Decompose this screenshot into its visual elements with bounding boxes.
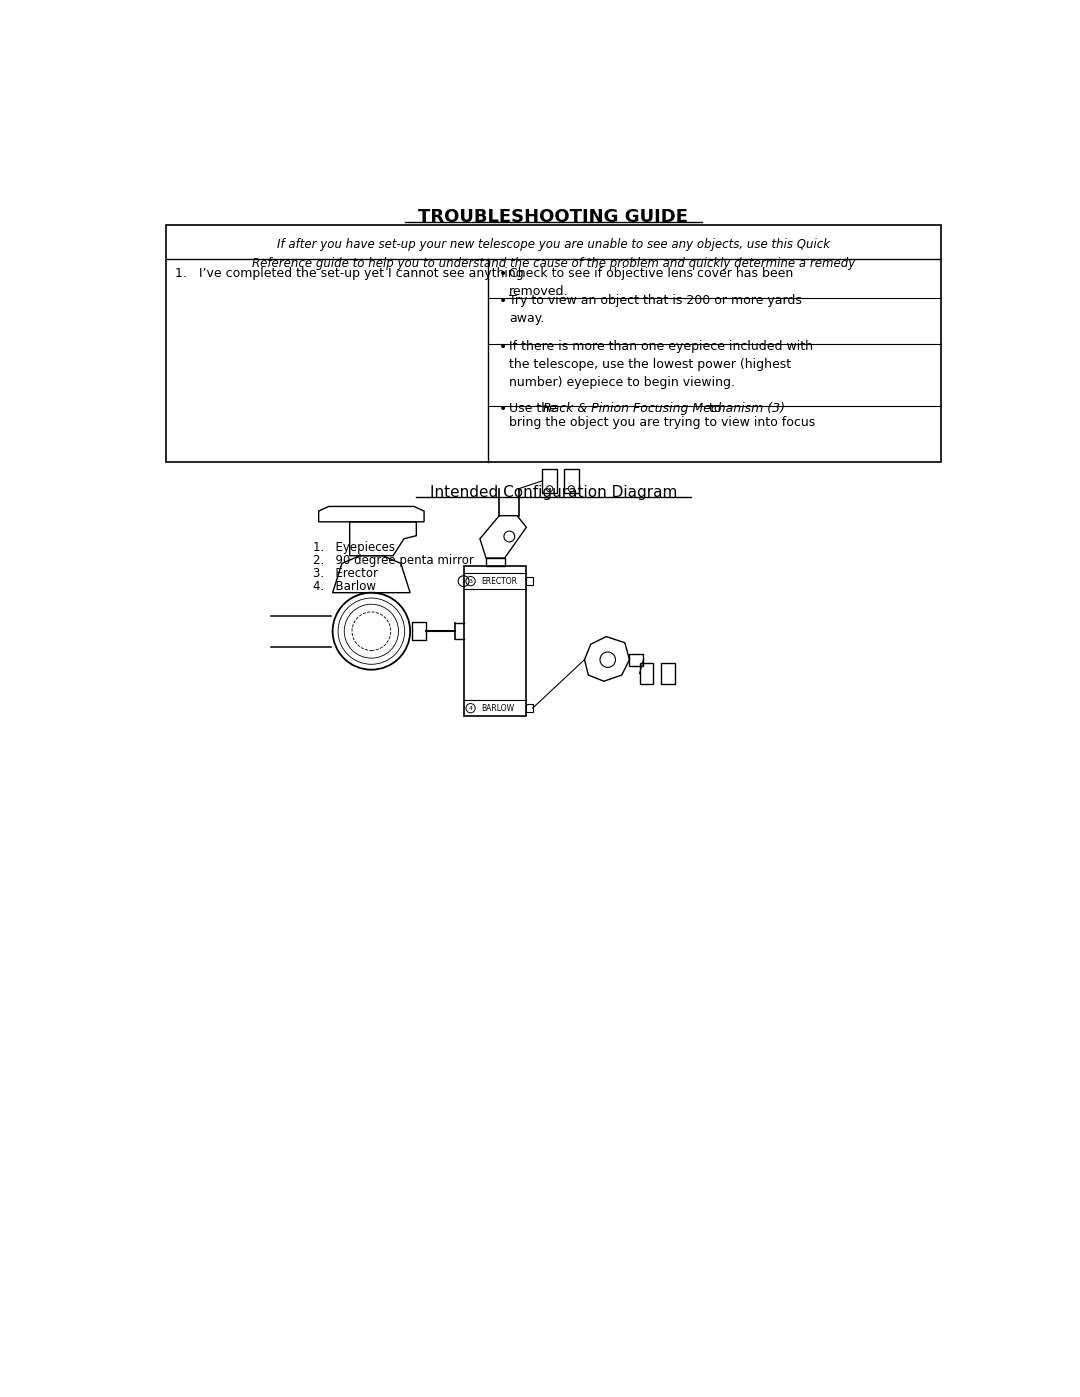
Text: •: •	[499, 267, 507, 281]
Text: Check to see if objective lens cover has been
removed.: Check to see if objective lens cover has…	[510, 267, 794, 298]
Text: 3.   Erector: 3. Erector	[313, 567, 378, 580]
Bar	[630, 654, 644, 666]
Text: 1.   I’ve completed the set-up yet I cannot see anything: 1. I’ve completed the set-up yet I canno…	[175, 267, 524, 279]
Text: If there is more than one eyepiece included with
the telescope, use the lowest p: If there is more than one eyepiece inclu…	[510, 339, 813, 390]
Text: •: •	[499, 402, 507, 416]
Text: to: to	[705, 402, 721, 415]
Text: •: •	[499, 293, 507, 307]
Text: 4.   Barlow: 4. Barlow	[313, 580, 376, 594]
Text: bring the object you are trying to view into focus: bring the object you are trying to view …	[510, 415, 815, 429]
Text: 3: 3	[469, 578, 473, 584]
Text: 2.   90 degree penta mirror: 2. 90 degree penta mirror	[313, 555, 474, 567]
Text: Intended Configuration Diagram: Intended Configuration Diagram	[430, 485, 677, 500]
Bar	[411, 622, 426, 640]
Text: If after you have set-up your new telescope you are unable to see any objects, u: If after you have set-up your new telesc…	[252, 237, 855, 270]
Bar	[542, 469, 557, 493]
Text: BARLOW: BARLOW	[482, 704, 514, 712]
Bar	[526, 577, 532, 585]
Text: •: •	[499, 339, 507, 353]
Bar	[486, 557, 504, 566]
Bar	[564, 469, 579, 493]
Bar	[464, 566, 526, 715]
Bar	[639, 662, 653, 685]
Text: 1.   Eyepieces: 1. Eyepieces	[313, 541, 395, 555]
Text: Try to view an object that is 200 or more yards
away.: Try to view an object that is 200 or mor…	[510, 293, 802, 326]
Text: TROUBLESHOOTING GUIDE: TROUBLESHOOTING GUIDE	[419, 208, 689, 226]
Bar	[661, 662, 675, 685]
Text: 3: 3	[461, 578, 465, 584]
Text: Use the: Use the	[510, 402, 562, 415]
Text: Rack & Pinion Focusing Mechanism (3): Rack & Pinion Focusing Mechanism (3)	[542, 402, 785, 415]
Bar	[526, 704, 532, 712]
Text: 4: 4	[469, 705, 473, 711]
Text: ERECTOR: ERECTOR	[482, 577, 517, 585]
Bar	[166, 225, 941, 462]
